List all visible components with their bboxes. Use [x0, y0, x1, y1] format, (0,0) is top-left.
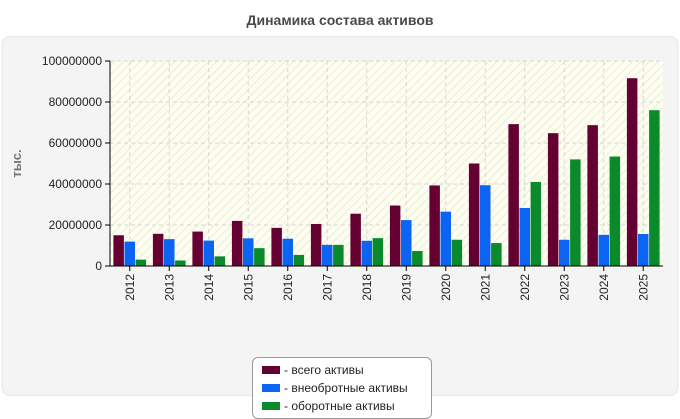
- bar-current-2020: [451, 239, 463, 266]
- bar-total-2014: [192, 231, 203, 266]
- bar-total-2012: [113, 235, 124, 266]
- bar-noncurrent-2014: [203, 240, 214, 266]
- y-tick-label: 100000000: [42, 54, 102, 68]
- bar-total-2016: [271, 227, 282, 266]
- legend-item-noncurrent: - внеобротные активы: [262, 379, 431, 397]
- legend-label-current: - оборотные активы: [284, 399, 395, 413]
- bar-current-2023: [570, 159, 581, 266]
- y-tick-label: 20000000: [49, 218, 103, 232]
- bar-total-2019: [389, 205, 401, 266]
- y-tick-label: 0: [95, 259, 102, 273]
- y-tick-label: 60000000: [49, 136, 103, 150]
- y-tick-label: 80000000: [49, 95, 103, 109]
- bar-noncurrent-2021: [480, 185, 491, 266]
- bar-current-2024: [609, 156, 621, 266]
- chart-panel: 0 20000000 40000000 60000000 80000000 1000000…: [3, 37, 677, 419]
- bar-current-2015: [254, 248, 265, 266]
- x-tick-label: 2024: [597, 274, 611, 301]
- bar-current-2016: [293, 254, 305, 266]
- bar-total-2023: [547, 133, 559, 266]
- bar-current-2022: [530, 181, 542, 266]
- bar-current-2025: [649, 110, 660, 266]
- bar-total-2021: [468, 163, 480, 266]
- x-tick-label: 2015: [241, 274, 255, 301]
- x-tick-label: 2019: [399, 274, 413, 301]
- bar-current-2012: [135, 259, 147, 266]
- bar-noncurrent-2022: [519, 207, 530, 266]
- bar-noncurrent-2015: [243, 238, 254, 266]
- bar-noncurrent-2018: [361, 240, 372, 266]
- x-tick-label: 2016: [281, 274, 295, 301]
- bar-noncurrent-2023: [559, 239, 570, 266]
- bar-total-2024: [587, 125, 598, 266]
- legend-swatch-total: [262, 366, 280, 374]
- legend-label-total: - всего активы: [284, 363, 364, 377]
- bar-current-2019: [412, 251, 423, 266]
- bar-noncurrent-2019: [401, 220, 412, 266]
- bar-noncurrent-2013: [164, 239, 175, 266]
- x-tick-label: 2020: [439, 274, 453, 301]
- bar-noncurrent-2012: [124, 241, 135, 266]
- bar-current-2018: [372, 238, 384, 266]
- y-axis-title: тыс.: [9, 149, 24, 177]
- bar-noncurrent-2024: [598, 234, 609, 266]
- y-tick-label: 40000000: [49, 177, 103, 191]
- bar-noncurrent-2017: [322, 244, 333, 266]
- legend-label-noncurrent: - внеобротные активы: [284, 381, 408, 395]
- x-tick-label: 2013: [162, 274, 176, 301]
- bar-total-2013: [152, 233, 164, 266]
- chart-title: Динамика состава активов: [246, 12, 434, 28]
- x-tick-label: 2017: [320, 274, 334, 301]
- bar-total-2015: [231, 220, 243, 266]
- legend-swatch-current: [262, 402, 280, 410]
- legend-item-total: - всего активы: [262, 361, 431, 379]
- bar-current-2017: [333, 244, 344, 266]
- bar-total-2018: [350, 213, 361, 266]
- bar-current-2014: [214, 256, 226, 266]
- bar-current-2013: [175, 260, 186, 266]
- bar-total-2022: [508, 124, 519, 266]
- x-tick-label: 2023: [557, 274, 571, 301]
- x-tick-label: 2021: [478, 274, 492, 301]
- bar-chart: 0 20000000 40000000 60000000 80000000 1000000…: [9, 54, 663, 301]
- bar-noncurrent-2025: [638, 234, 649, 266]
- x-tick-label: 2018: [360, 274, 374, 301]
- x-tick-label: 2014: [202, 274, 216, 301]
- x-tick-label: 2012: [123, 274, 137, 301]
- bar-total-2017: [310, 223, 322, 266]
- chart-legend: - всего активы - внеобротные активы - об…: [252, 357, 432, 419]
- bar-total-2025: [626, 78, 638, 266]
- legend-swatch-noncurrent: [262, 384, 280, 392]
- x-tick-label: 2022: [518, 274, 532, 301]
- bar-noncurrent-2020: [440, 211, 451, 266]
- x-tick-label: 2025: [636, 274, 650, 301]
- bar-current-2021: [491, 243, 502, 266]
- bar-total-2020: [429, 185, 440, 266]
- bar-noncurrent-2016: [282, 238, 293, 266]
